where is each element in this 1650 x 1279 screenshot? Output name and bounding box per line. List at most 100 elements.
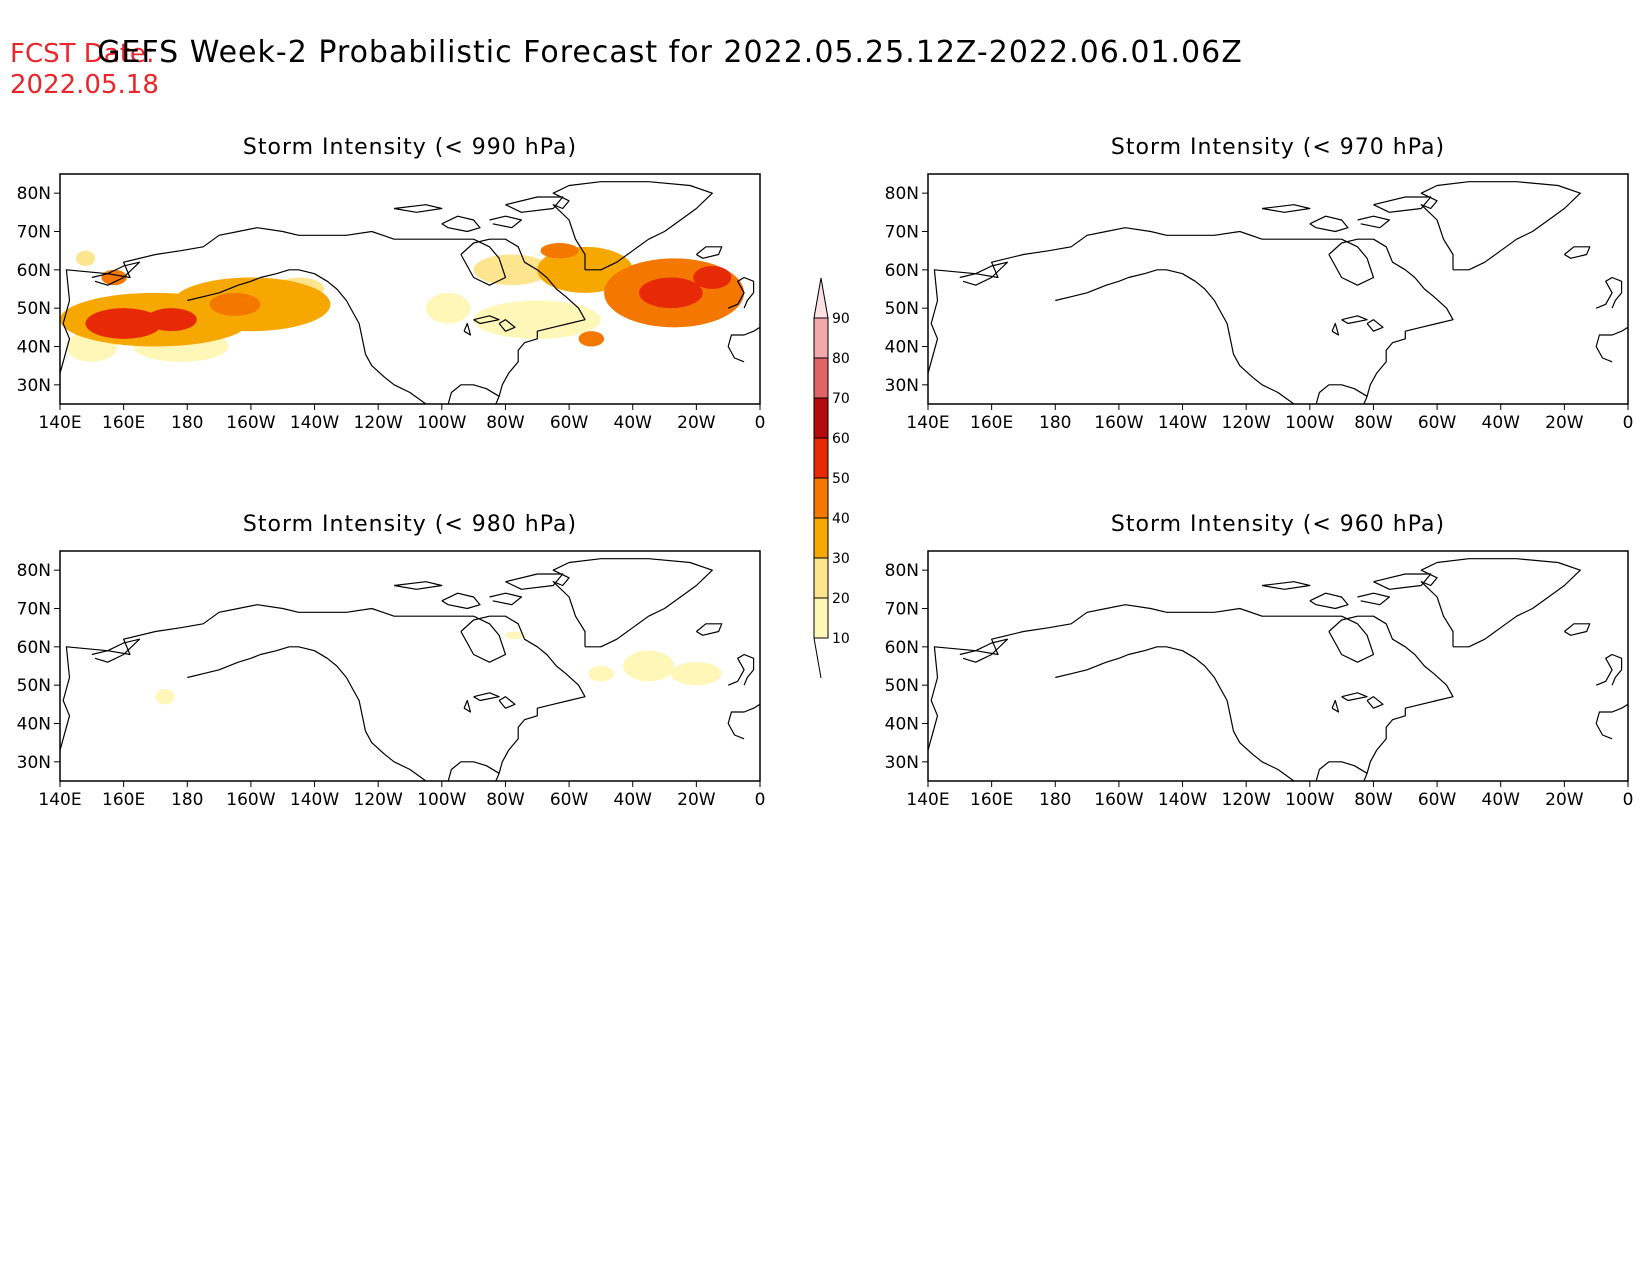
lat-tick-label: 50N: [885, 299, 919, 319]
probability-area: [540, 243, 579, 259]
lon-tick-label: 100W: [417, 413, 466, 433]
lon-tick-label: 60W: [1418, 790, 1457, 810]
lon-tick-label: 160W: [226, 413, 275, 433]
colorbar-swatch: [813, 517, 829, 559]
coastline: [1328, 615, 1454, 781]
colorbar: 90 80 70 60 50 40 30 20 10: [813, 277, 850, 679]
lat-tick-label: 40N: [17, 715, 51, 735]
colorbar-label: 30: [832, 551, 850, 567]
lon-tick-label: 180: [1039, 790, 1071, 810]
lon-tick-label: 80W: [486, 790, 525, 810]
lon-tick-label: 160E: [102, 413, 145, 433]
probability-area: [425, 292, 471, 324]
coastline: [1309, 592, 1349, 610]
colorbar-swatch: [813, 477, 829, 519]
lon-tick-label: 160E: [102, 790, 145, 810]
lat-tick-label: 70N: [17, 223, 51, 243]
colorbar-swatch: [813, 557, 829, 599]
coastline: [447, 761, 500, 781]
probability-area: [693, 266, 732, 289]
probability-area: [75, 250, 95, 266]
lon-tick-label: 100W: [1285, 790, 1334, 810]
coastline: [1328, 238, 1454, 404]
coastline: [1420, 558, 1581, 648]
coastline: [250, 269, 427, 404]
lon-tick-label: 0: [755, 790, 766, 810]
lon-tick-label: 40W: [614, 413, 653, 433]
map-panel-p990: Storm Intensity (< 990 hPa) 80N 70N 60N 50N 4…: [17, 135, 766, 433]
coastline: [393, 204, 443, 213]
lon-tick-label: 140W: [1158, 413, 1207, 433]
lon-tick-label: 160W: [1094, 413, 1143, 433]
coastline: [250, 646, 427, 781]
lon-tick-label: 40W: [1482, 790, 1521, 810]
coastline: [727, 326, 760, 363]
lon-tick-label: 60W: [550, 790, 589, 810]
coastline: [441, 215, 481, 233]
lon-tick-label: 80W: [1354, 413, 1393, 433]
coastline: [463, 322, 472, 336]
colorbar-label: 20: [832, 591, 850, 607]
map-panel-p960: Storm Intensity (< 960 hPa) 80N 70N 60N 50N 4…: [885, 512, 1634, 810]
coastline: [1331, 322, 1340, 336]
probability-area: [145, 308, 197, 332]
lon-tick-label: 120W: [1222, 790, 1271, 810]
lon-tick-label: 180: [171, 413, 203, 433]
colorbar-swatch: [813, 597, 829, 639]
coastline: [60, 227, 507, 374]
lat-tick-label: 80N: [17, 184, 51, 204]
coastline: [1564, 623, 1591, 636]
colorbar-label: 70: [832, 391, 850, 407]
coastline: [489, 215, 522, 229]
coastline: [1315, 384, 1368, 404]
colorbar-arrow-top: [813, 277, 829, 319]
map-panel-p970: Storm Intensity (< 970 hPa) 80N 70N 60N 50N 4…: [885, 135, 1634, 433]
lat-tick-label: 40N: [885, 338, 919, 358]
coastline: [91, 638, 141, 663]
coastline: [1366, 696, 1384, 709]
coastline: [1118, 646, 1295, 781]
figure-title: GEFS Week-2 Probabilistic Forecast for 2…: [97, 35, 1243, 70]
lon-tick-label: 0: [755, 413, 766, 433]
coastline: [91, 261, 141, 286]
coastline: [460, 615, 586, 781]
coastline: [1366, 319, 1384, 332]
coastline: [1331, 699, 1340, 713]
colorbar-arrow-bottom: [813, 637, 822, 679]
lat-tick-label: 30N: [17, 376, 51, 396]
lat-tick-label: 70N: [885, 600, 919, 620]
coastline: [1055, 657, 1120, 679]
coastline: [1357, 215, 1390, 229]
probability-area: [578, 331, 605, 347]
lon-tick-label: 140W: [290, 413, 339, 433]
probability-area: [588, 666, 614, 682]
map-panel-p980: Storm Intensity (< 980 hPa) 80N 70N 60N 50N 4…: [17, 512, 766, 810]
lat-tick-label: 30N: [885, 753, 919, 773]
lon-tick-label: 0: [1623, 413, 1634, 433]
lon-tick-label: 120W: [1222, 413, 1271, 433]
lon-tick-label: 100W: [1285, 413, 1334, 433]
coastline: [727, 653, 755, 686]
probability-area: [85, 308, 162, 339]
map-frame: [927, 173, 1629, 405]
coastline: [1595, 326, 1628, 363]
coastline: [727, 276, 755, 309]
coastline: [460, 238, 586, 404]
coastline: [187, 280, 252, 302]
coastline: [1309, 215, 1349, 233]
coastline: [1357, 592, 1390, 606]
lon-tick-label: 20W: [1545, 413, 1584, 433]
lat-tick-label: 50N: [885, 676, 919, 696]
lon-tick-label: 60W: [550, 413, 589, 433]
coastline: [1341, 315, 1368, 325]
lat-tick-label: 80N: [17, 561, 51, 581]
probability-area: [505, 631, 525, 640]
coastline: [463, 699, 472, 713]
lat-tick-label: 80N: [885, 184, 919, 204]
colorbar-swatch: [813, 357, 829, 399]
coastline: [1055, 280, 1120, 302]
lon-tick-label: 120W: [354, 790, 403, 810]
colorbar-label: 10: [832, 631, 850, 647]
